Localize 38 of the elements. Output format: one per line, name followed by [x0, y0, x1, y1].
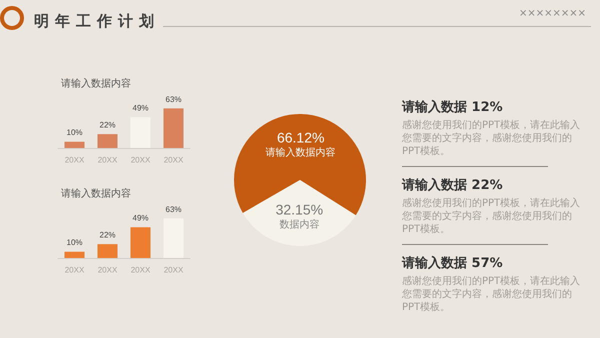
x-tick-label: 20XX	[98, 156, 118, 164]
x-tick-label: 20XX	[164, 156, 184, 164]
text: 请输入数据 22%	[402, 176, 504, 194]
data-label: 10%	[66, 128, 83, 138]
data-label: 63%	[165, 94, 182, 104]
data-label: 63%	[165, 204, 182, 214]
text: 感谢您使用我们的PPT模板，请在此输入您需要的文字内容，感谢您使用我们的PPT模板。	[402, 275, 582, 314]
x-tick-label: 20XX	[130, 266, 151, 274]
x-tick-label: 20XX	[64, 156, 85, 164]
data-label: 10%	[66, 238, 83, 248]
data-label: 22%	[99, 230, 116, 240]
x-tick-label: 20XX	[130, 156, 151, 164]
bar	[64, 252, 84, 258]
text: 明年工作计划	[34, 12, 160, 31]
x-tick-label: 20XX	[64, 266, 85, 274]
text: 请输入数据 12%	[402, 98, 504, 116]
text: 感谢您使用我们的PPT模板，请在此输入您需要的文字内容，感谢您使用我们的PPT模板。	[402, 197, 582, 236]
bar	[164, 218, 184, 258]
slice-label: 请输入数据内容	[266, 146, 336, 159]
bar	[98, 244, 118, 258]
text: 感谢您使用我们的PPT模板，请在此输入您需要的文字内容，感谢您使用我们的PPT模板。	[402, 119, 582, 158]
bar	[130, 227, 150, 258]
x-tick-label: 20XX	[164, 266, 184, 274]
bar	[64, 142, 84, 148]
bar	[98, 134, 118, 148]
slice-label: 数据内容	[279, 218, 320, 230]
data-label: 49%	[132, 214, 149, 223]
text: 请输入数据 57%	[402, 254, 504, 272]
x-tick-label: 20XX	[98, 266, 118, 274]
data-label: 22%	[99, 120, 116, 130]
data-label: 66.12%	[276, 130, 324, 146]
bar	[164, 108, 184, 148]
data-label: 49%	[132, 104, 149, 113]
text: ××××××××	[518, 8, 586, 19]
bar	[130, 117, 150, 148]
chart-title: 请输入数据内容	[61, 188, 131, 200]
data-label: 32.15%	[276, 201, 324, 218]
chart-title: 请输入数据内容	[61, 78, 131, 90]
